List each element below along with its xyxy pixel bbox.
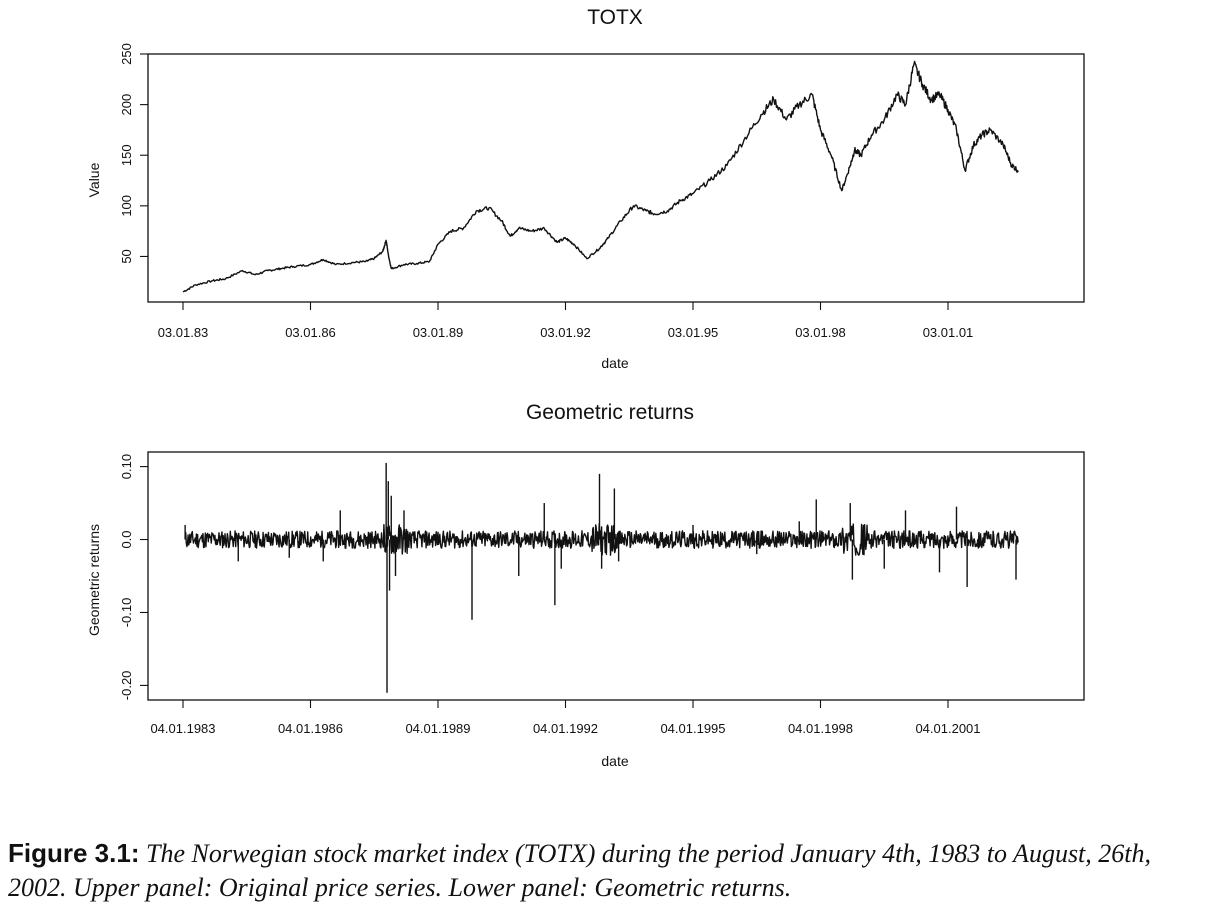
upper-y-axis: 50 100 150 200 250 <box>119 43 148 264</box>
y-tick-label: 150 <box>119 144 134 166</box>
x-tick-label: 04.01.1989 <box>405 721 470 736</box>
totx-price-line <box>182 60 1019 293</box>
lower-panel: Geometric returns 04.01.1983 04.01.1986 04… <box>86 401 1085 769</box>
upper-x-axis-label: date <box>601 355 628 371</box>
lower-plot-frame <box>147 451 1085 701</box>
x-tick-label: 04.01.1983 <box>150 721 215 736</box>
y-tick-label: 200 <box>119 94 134 116</box>
lower-y-axis: -0.20 -0.10 0.0 0.10 <box>119 454 148 700</box>
upper-plot-frame <box>147 53 1085 303</box>
x-tick-label: 03.01.98 <box>795 325 846 340</box>
x-tick-label: 03.01.01 <box>923 325 974 340</box>
upper-panel-title: TOTX <box>587 6 643 29</box>
x-tick-label: 03.01.86 <box>285 325 336 340</box>
upper-panel: TOTX 03.01.83 03.01.86 03.01.89 03.01.92 03.… <box>86 6 1085 371</box>
caption-label: Figure 3.1: <box>8 838 140 868</box>
figure-caption: Figure 3.1: The Norwegian stock market i… <box>8 836 1212 905</box>
x-tick-label: 03.01.95 <box>668 325 719 340</box>
upper-x-axis: 03.01.83 03.01.86 03.01.89 03.01.92 03.01.95… <box>158 302 974 340</box>
returns-noise-path <box>184 523 1019 556</box>
caption-text: The Norwegian stock market index (TOTX) … <box>8 839 1152 902</box>
y-tick-label: 0.0 <box>119 530 134 548</box>
y-tick-label: -0.20 <box>119 671 134 701</box>
x-tick-label: 04.01.2001 <box>915 721 980 736</box>
upper-y-axis-label: Value <box>86 162 102 197</box>
lower-panel-title: Geometric returns <box>526 401 694 424</box>
x-tick-label: 04.01.1998 <box>788 721 853 736</box>
lower-x-axis: 04.01.1983 04.01.1986 04.01.1989 04.01.1992… <box>150 700 981 736</box>
y-tick-label: 50 <box>119 249 134 263</box>
returns-spikes <box>184 462 1017 693</box>
y-tick-label: 250 <box>119 43 134 65</box>
y-tick-label: -0.10 <box>119 598 134 628</box>
x-tick-label: 03.01.92 <box>540 325 591 340</box>
figure-canvas: TOTX 03.01.83 03.01.86 03.01.89 03.01.92 03.… <box>86 6 1085 769</box>
y-tick-label: 0.10 <box>119 454 134 479</box>
lower-y-axis-label: Geometric returns <box>86 524 102 636</box>
x-tick-label: 04.01.1992 <box>533 721 598 736</box>
x-tick-label: 04.01.1986 <box>278 721 343 736</box>
y-tick-label: 100 <box>119 195 134 217</box>
x-tick-label: 04.01.1995 <box>660 721 725 736</box>
lower-x-axis-label: date <box>601 753 628 769</box>
returns-noise-band <box>184 523 1019 556</box>
x-tick-label: 03.01.89 <box>413 325 464 340</box>
x-tick-label: 03.01.83 <box>158 325 209 340</box>
